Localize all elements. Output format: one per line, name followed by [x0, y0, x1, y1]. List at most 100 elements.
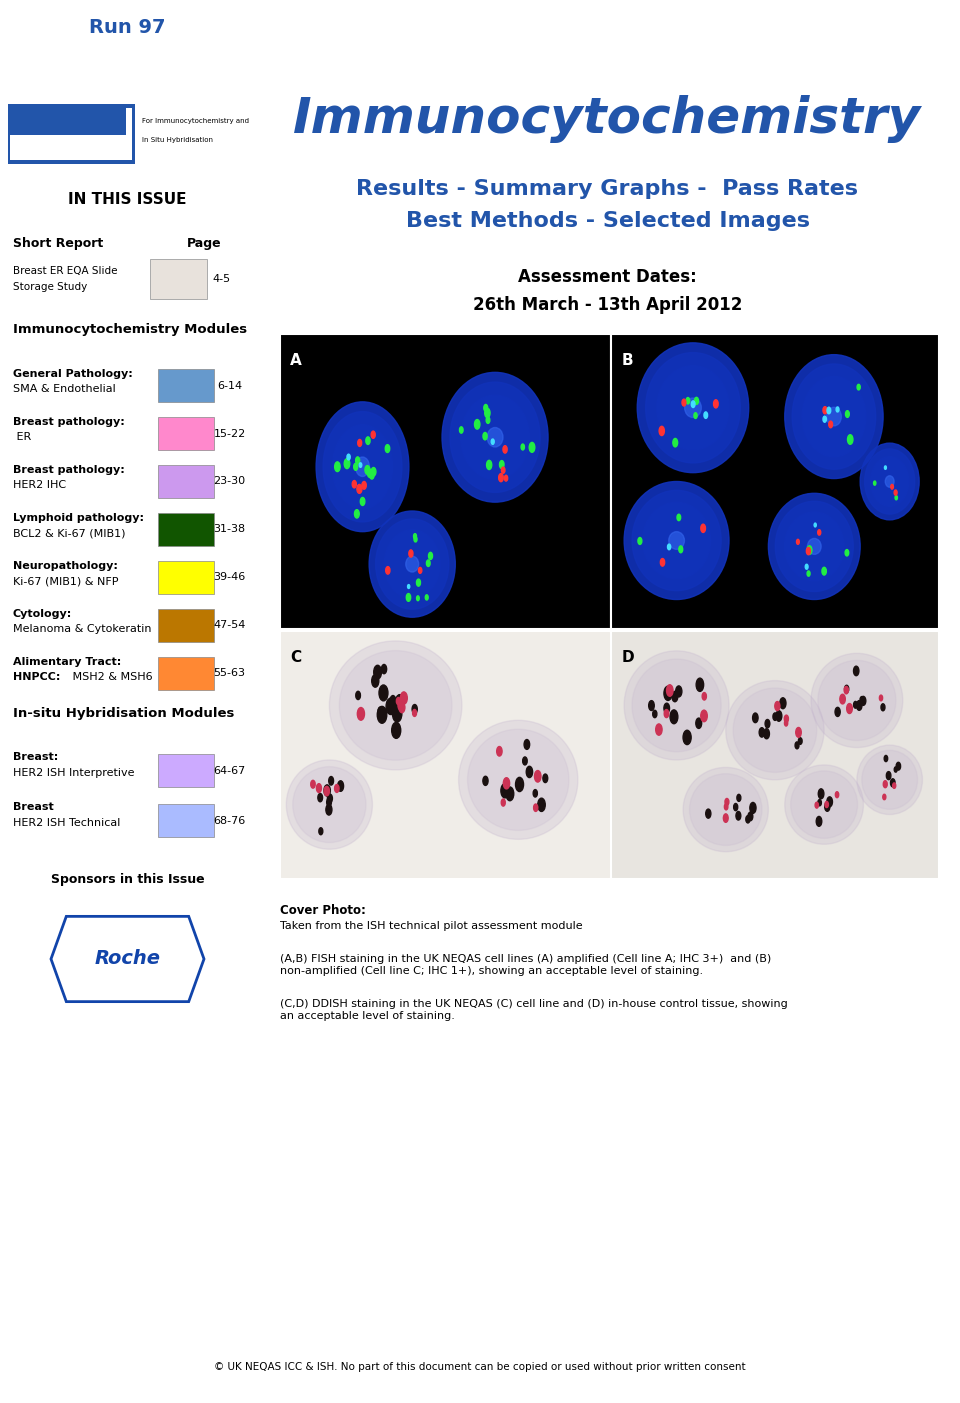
- Circle shape: [891, 779, 895, 787]
- Circle shape: [848, 435, 852, 445]
- Circle shape: [860, 696, 864, 703]
- Text: 68-76: 68-76: [213, 815, 246, 825]
- Text: 64-67: 64-67: [213, 766, 246, 776]
- Bar: [158, 464, 214, 498]
- Circle shape: [373, 665, 381, 679]
- Circle shape: [529, 442, 535, 452]
- Circle shape: [828, 421, 832, 428]
- Text: IN THIS ISSUE: IN THIS ISSUE: [68, 191, 187, 206]
- Circle shape: [460, 427, 463, 434]
- Circle shape: [805, 564, 808, 570]
- Text: 15-22: 15-22: [213, 428, 246, 439]
- Bar: [158, 804, 214, 838]
- Text: Breast: Breast: [12, 803, 54, 812]
- Circle shape: [753, 713, 758, 723]
- Circle shape: [413, 710, 417, 717]
- Bar: [279, 334, 611, 629]
- Text: Page: Page: [186, 237, 222, 251]
- Text: (C,D) DDISH staining in the UK NEQAS (C) cell line and (D) in-house control tiss: (C,D) DDISH staining in the UK NEQAS (C)…: [279, 999, 787, 1020]
- Circle shape: [499, 460, 504, 469]
- Text: Sponsors in this Issue: Sponsors in this Issue: [51, 873, 204, 885]
- Circle shape: [861, 696, 866, 706]
- Ellipse shape: [885, 476, 894, 487]
- Text: 6-14: 6-14: [217, 380, 242, 390]
- Text: Ki-67 (MIB1) & NFP: Ki-67 (MIB1) & NFP: [12, 577, 118, 586]
- Circle shape: [354, 509, 359, 518]
- Circle shape: [392, 723, 400, 738]
- Circle shape: [326, 798, 331, 807]
- Bar: [158, 609, 214, 643]
- Circle shape: [356, 692, 360, 700]
- Ellipse shape: [684, 767, 768, 852]
- Circle shape: [713, 400, 718, 408]
- Circle shape: [835, 707, 840, 717]
- Circle shape: [335, 784, 339, 793]
- Circle shape: [835, 791, 839, 798]
- Circle shape: [414, 536, 417, 542]
- Circle shape: [325, 804, 332, 815]
- Text: NEQAS: NEQAS: [39, 118, 87, 130]
- Circle shape: [638, 537, 642, 544]
- Circle shape: [417, 579, 420, 586]
- Circle shape: [736, 811, 741, 821]
- Circle shape: [358, 439, 362, 446]
- Text: C: C: [290, 650, 301, 665]
- Circle shape: [656, 724, 662, 735]
- Circle shape: [806, 547, 810, 554]
- Circle shape: [653, 710, 657, 718]
- Circle shape: [701, 710, 708, 721]
- Text: 26th March - 13th April 2012: 26th March - 13th April 2012: [473, 296, 742, 314]
- Circle shape: [696, 718, 702, 728]
- Circle shape: [847, 703, 852, 714]
- Circle shape: [543, 774, 548, 783]
- Ellipse shape: [857, 745, 923, 815]
- Circle shape: [378, 707, 383, 716]
- Ellipse shape: [669, 532, 684, 550]
- Ellipse shape: [818, 661, 896, 741]
- Circle shape: [417, 596, 420, 600]
- Bar: [158, 369, 214, 403]
- Circle shape: [893, 783, 896, 788]
- Text: Cytology:: Cytology:: [12, 609, 72, 619]
- Ellipse shape: [332, 425, 393, 509]
- Circle shape: [704, 412, 708, 418]
- Text: Immunocytochemistry Modules: Immunocytochemistry Modules: [12, 323, 247, 335]
- Ellipse shape: [375, 519, 449, 609]
- Circle shape: [773, 713, 778, 720]
- Circle shape: [345, 459, 349, 469]
- Circle shape: [496, 746, 502, 756]
- Text: © UK NEQAS ICC & ISH. No part of this document can be copied or used without pri: © UK NEQAS ICC & ISH. No part of this do…: [214, 1362, 746, 1372]
- Circle shape: [317, 784, 322, 793]
- Bar: [10, 108, 132, 160]
- Ellipse shape: [355, 457, 370, 477]
- Circle shape: [660, 427, 664, 435]
- Circle shape: [807, 571, 810, 577]
- Ellipse shape: [637, 342, 749, 473]
- Text: 23-30: 23-30: [213, 477, 246, 487]
- Circle shape: [649, 700, 655, 710]
- Ellipse shape: [461, 396, 530, 480]
- Circle shape: [845, 550, 849, 556]
- Circle shape: [818, 800, 822, 805]
- Circle shape: [686, 397, 689, 404]
- Circle shape: [474, 419, 480, 429]
- Circle shape: [372, 431, 375, 438]
- Circle shape: [797, 539, 800, 544]
- Circle shape: [498, 474, 503, 481]
- Circle shape: [679, 546, 683, 553]
- Circle shape: [759, 728, 764, 737]
- Ellipse shape: [642, 502, 710, 579]
- Text: HER2 ISH Technical: HER2 ISH Technical: [12, 818, 120, 828]
- Circle shape: [840, 694, 846, 704]
- Circle shape: [428, 553, 433, 560]
- Ellipse shape: [862, 751, 918, 810]
- Ellipse shape: [860, 443, 919, 521]
- Circle shape: [750, 803, 756, 814]
- Circle shape: [828, 801, 830, 807]
- Circle shape: [503, 777, 510, 788]
- Text: Roche: Roche: [94, 950, 160, 968]
- Circle shape: [881, 704, 885, 711]
- Circle shape: [684, 730, 691, 745]
- Text: In-situ Hybridisation Modules: In-situ Hybridisation Modules: [12, 707, 234, 721]
- Circle shape: [533, 790, 538, 797]
